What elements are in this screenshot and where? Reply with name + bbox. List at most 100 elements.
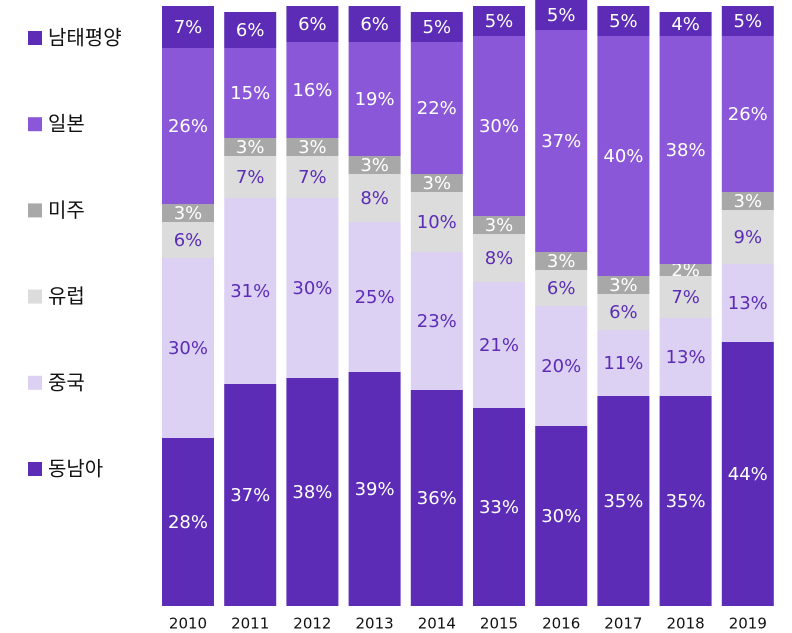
segment-label: 36% [417, 488, 457, 509]
segment-label: 3% [547, 251, 576, 272]
segment-label: 3% [174, 203, 203, 224]
segment-label: 6% [360, 14, 389, 35]
bar-segment [473, 36, 525, 216]
legend-label: 남태평양 [48, 26, 122, 50]
bar-segment [410, 192, 463, 252]
bar-segment [535, 30, 588, 252]
bar-segment [473, 234, 525, 282]
segment-label: 11% [603, 353, 643, 374]
segment-label: 15% [230, 83, 270, 104]
bar-segment [721, 36, 774, 192]
segment-label: 30% [292, 278, 332, 299]
legend-swatch [28, 203, 42, 218]
segment-label: 26% [168, 116, 208, 137]
bar-segment [162, 204, 214, 222]
segment-label: 3% [609, 275, 638, 296]
bar-segment [410, 12, 463, 42]
segment-label: 33% [479, 497, 519, 518]
segment-label: 28% [168, 512, 208, 533]
segment-label: 6% [236, 20, 265, 41]
legend-label: 유럽 [48, 284, 85, 308]
x-tick-label: 2012 [293, 615, 331, 633]
bar-segment [721, 210, 774, 264]
bar-segment [224, 48, 277, 138]
bar-segment [659, 276, 712, 318]
segment-label: 13% [666, 347, 706, 368]
bar-segment [721, 192, 774, 210]
bar-segment [597, 330, 650, 396]
legend-swatch [28, 31, 42, 45]
bar-segment [286, 198, 339, 378]
segment-label: 6% [547, 278, 576, 299]
bar-segment [286, 156, 339, 198]
segment-label: 30% [168, 338, 208, 359]
legend-swatch [28, 462, 42, 476]
segment-label: 5% [423, 17, 452, 38]
segment-label: 7% [671, 287, 700, 308]
bar-segment [473, 282, 525, 408]
segment-label: 40% [603, 146, 643, 167]
x-tick-label: 2013 [356, 615, 394, 633]
legend-label: 동남아 [48, 457, 103, 481]
bar-segment [597, 396, 650, 606]
segment-label: 6% [298, 14, 327, 35]
x-tick-label: 2019 [729, 615, 767, 633]
segment-label: 5% [485, 11, 514, 32]
bar-segment [659, 264, 712, 276]
segment-label: 5% [547, 5, 576, 26]
segment-label: 37% [541, 131, 581, 152]
bar-segment [721, 342, 774, 606]
segment-label: 22% [417, 98, 457, 119]
bar-segment [659, 12, 712, 36]
bar-segment [348, 156, 401, 174]
bar-segment [721, 6, 774, 36]
bar-segment [162, 6, 214, 48]
segment-label: 4% [671, 14, 700, 35]
segment-label: 6% [174, 230, 203, 251]
bar-segment [162, 48, 214, 204]
x-tick-label: 2017 [604, 615, 642, 633]
bar-segment [348, 42, 401, 156]
segment-label: 20% [541, 356, 581, 377]
segment-label: 7% [298, 167, 327, 188]
legend-swatch [28, 289, 42, 304]
legend-label: 미주 [48, 198, 85, 222]
segment-label: 37% [230, 485, 270, 506]
segment-label: 3% [734, 191, 763, 212]
legend-swatch [28, 375, 42, 390]
bar-segment [224, 384, 277, 606]
segment-label: 19% [355, 89, 395, 110]
segment-label: 9% [734, 227, 763, 248]
segment-label: 25% [355, 287, 395, 308]
legend-swatch [28, 117, 42, 132]
bar-segment [535, 306, 588, 426]
bar-segment [473, 408, 525, 606]
bar-segment [348, 372, 401, 606]
bar-segment [224, 156, 277, 198]
bar-segment [410, 252, 463, 390]
bar-segment [348, 174, 401, 222]
segment-label: 23% [417, 311, 457, 332]
bar-segment [410, 42, 463, 174]
bar-segment [286, 42, 339, 138]
segment-label: 10% [417, 212, 457, 233]
segment-label: 30% [479, 116, 519, 137]
bar-segment [659, 396, 712, 606]
bar-segment [597, 294, 650, 330]
segment-label: 3% [360, 155, 389, 176]
bar-segment [659, 318, 712, 396]
bar-segment [286, 6, 339, 42]
segment-label: 2% [671, 260, 700, 281]
segment-label: 31% [230, 281, 270, 302]
segment-label: 8% [360, 188, 389, 209]
segment-label: 5% [734, 11, 763, 32]
bar-segment [286, 378, 339, 606]
segment-label: 35% [666, 491, 706, 512]
x-tick-label: 2018 [667, 615, 705, 633]
x-tick-label: 2015 [480, 615, 518, 633]
bar-segment [535, 252, 588, 270]
segment-label: 8% [485, 248, 514, 269]
x-tick-label: 2010 [169, 615, 207, 633]
segment-label: 7% [236, 167, 265, 188]
